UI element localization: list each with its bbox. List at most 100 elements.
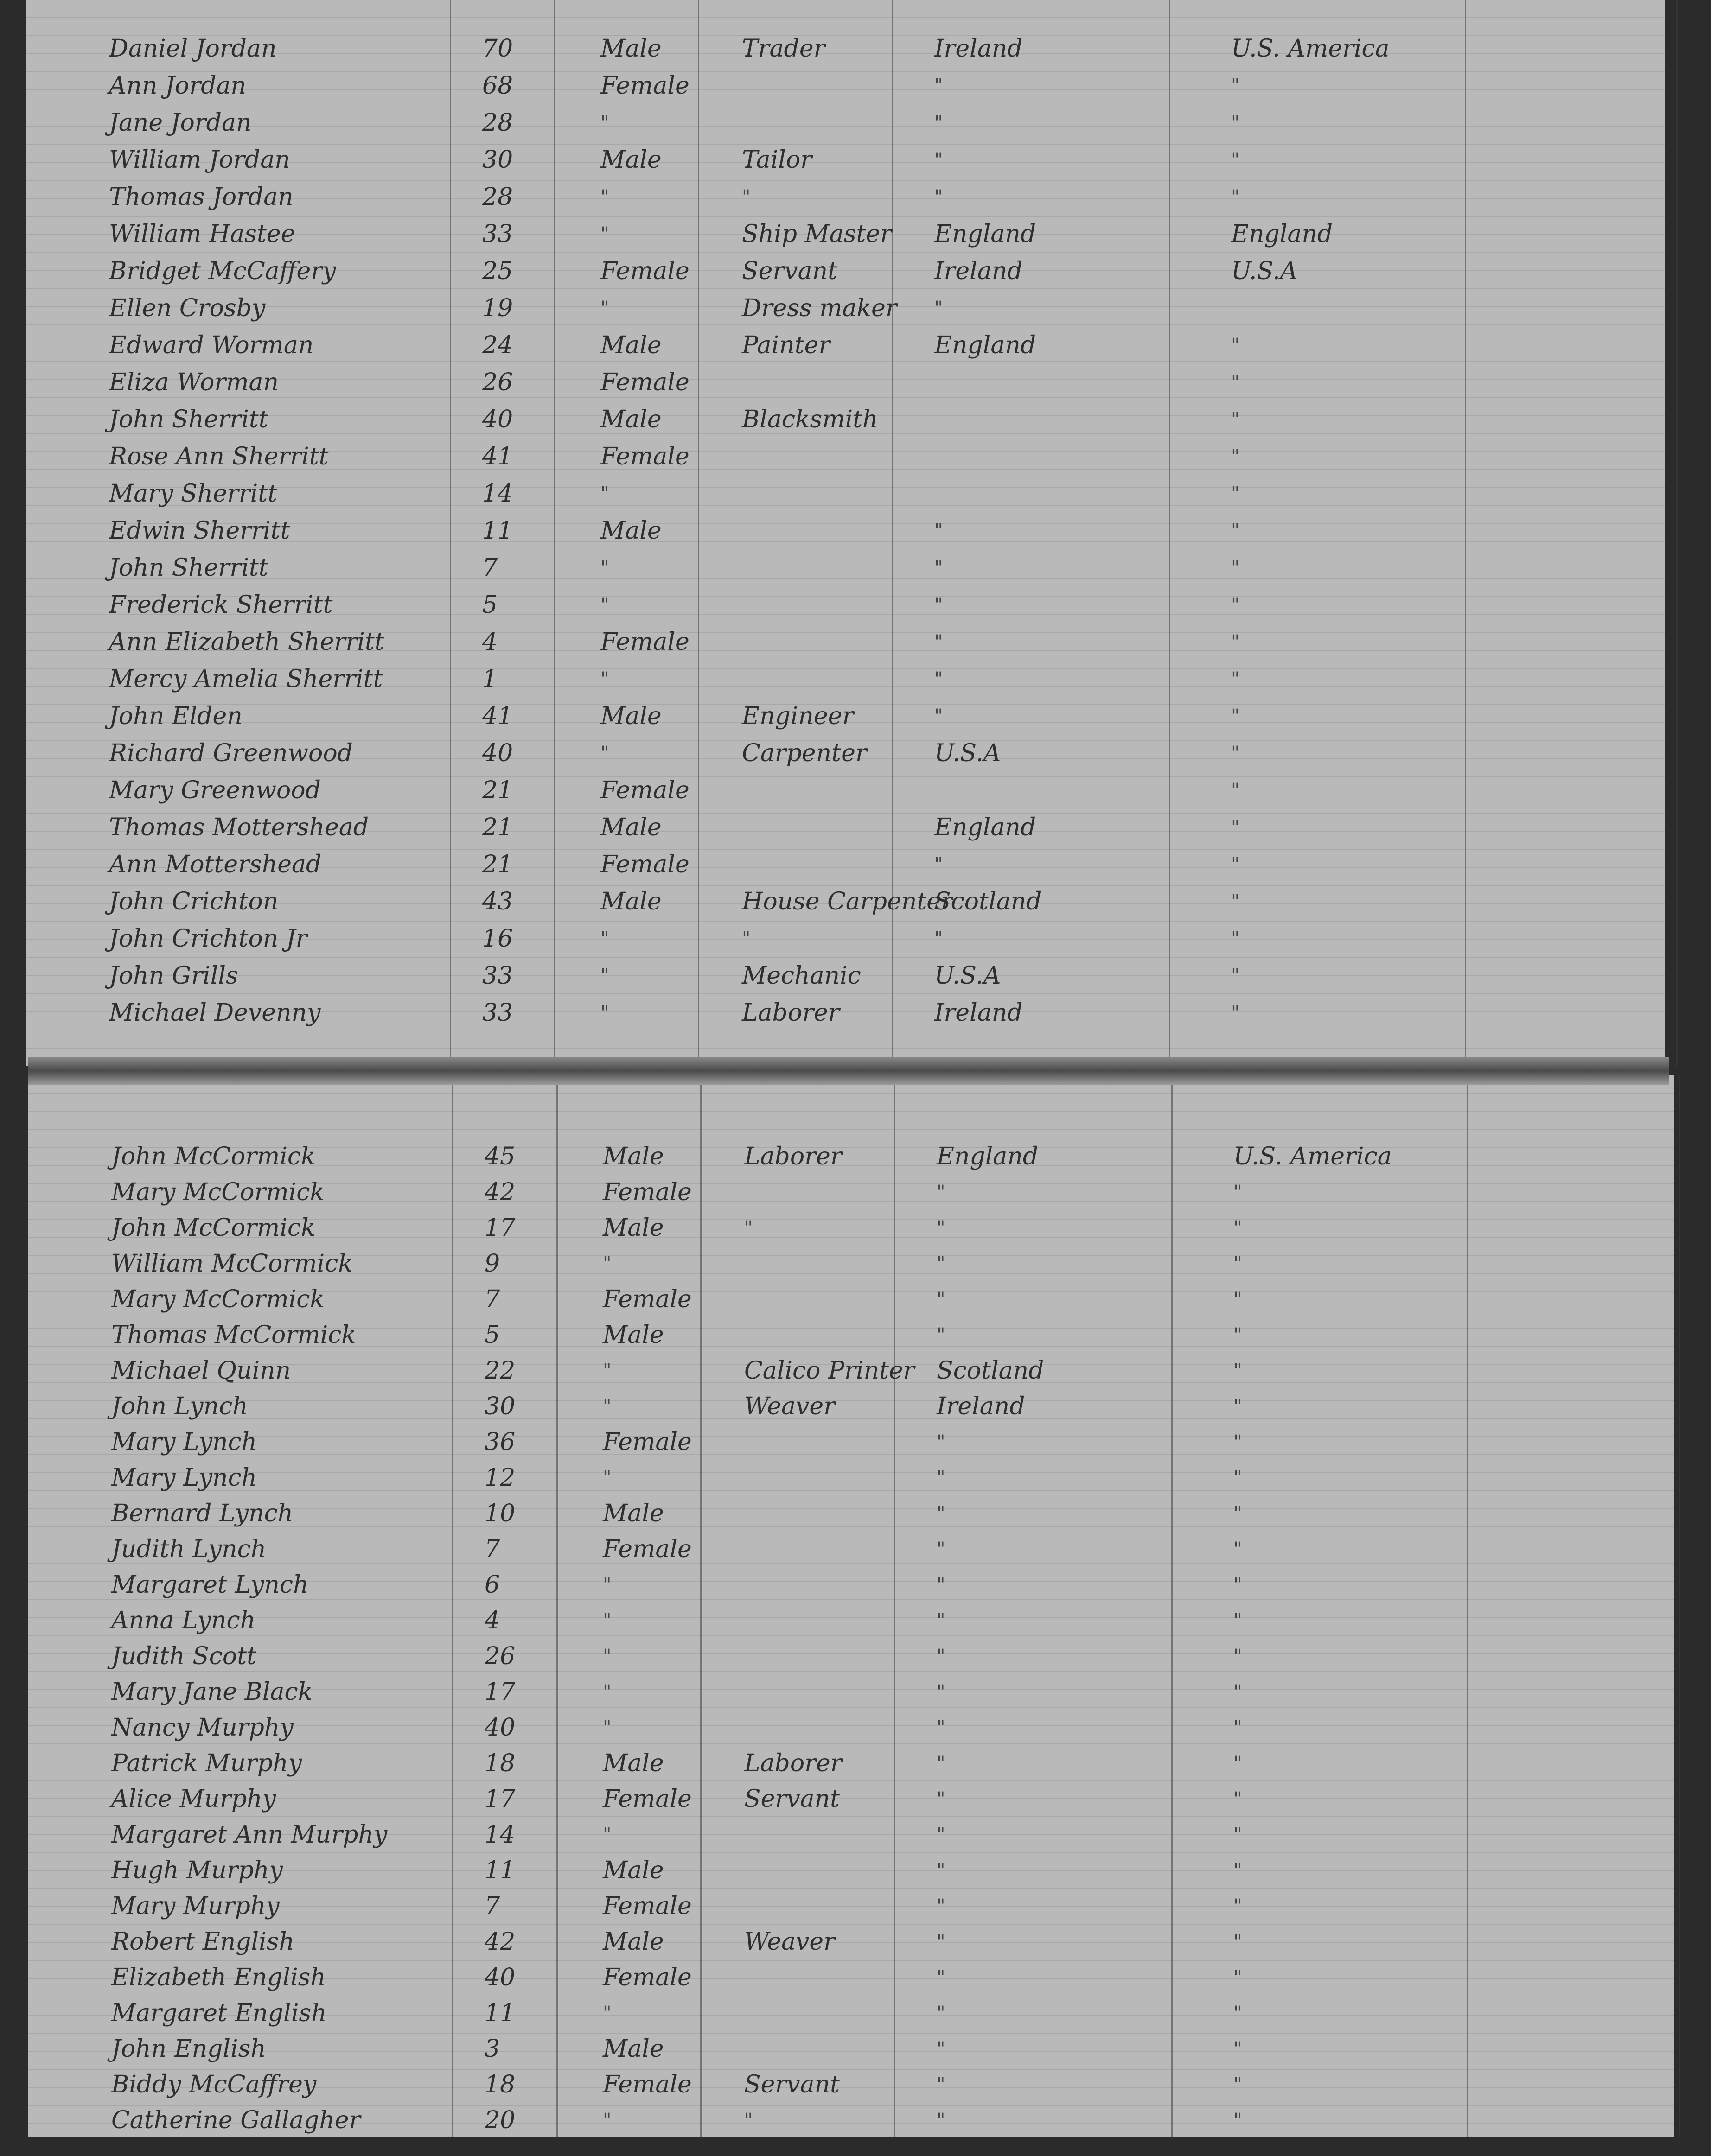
destination-cell: " [1233, 1431, 1242, 1453]
column-rule [450, 0, 451, 1066]
birthplace-cell: " [937, 1539, 945, 1560]
birthplace-cell: " [934, 631, 943, 653]
destination-cell: " [1231, 928, 1240, 949]
destination-cell: " [1233, 1788, 1242, 1810]
register-entry: Patrick Murphy 18 Male Laborer " " [28, 1747, 1674, 1780]
age-cell: 21 [482, 776, 513, 804]
sex-cell: " [603, 1610, 612, 1631]
age-cell: 21 [482, 814, 513, 841]
age-cell: 42 [485, 1928, 516, 1956]
birthplace-cell: " [934, 668, 943, 690]
age-cell: 33 [482, 962, 513, 990]
birthplace-cell: " [937, 1217, 945, 1239]
occupation-cell: Servant [742, 257, 838, 285]
destination-cell: " [1233, 1895, 1242, 1917]
birthplace-cell: " [934, 298, 943, 319]
birthplace-cell: " [937, 1574, 945, 1596]
register-entry: Thomas McCormick 5 Male " " [28, 1319, 1674, 1351]
register-entry: John Crichton 43 Male House Carpenter Scotla… [26, 885, 1665, 918]
birthplace-cell: " [937, 1967, 945, 1988]
age-cell: 4 [482, 628, 498, 656]
occupation-cell: " [742, 186, 751, 208]
name-cell: Richard Greenwood [109, 739, 353, 767]
birthplace-cell: " [937, 1931, 945, 1952]
register-entry: Ann Jordan 68 Female " " [26, 70, 1665, 102]
birthplace-cell: " [934, 75, 943, 96]
register-entry: Mary Lynch 36 Female " " [28, 1426, 1674, 1458]
register-entry: Mary McCormick 42 Female " " [28, 1176, 1674, 1208]
name-cell: Judith Lynch [111, 1535, 267, 1563]
occupation-cell: Mechanic [742, 962, 861, 990]
register-entry: Margaret Lynch 6 " " " [28, 1569, 1674, 1601]
register-page-upper: Daniel Jordan 70 Male Trader Ireland U.S. Ame… [26, 0, 1678, 1066]
sex-cell: Male [600, 35, 662, 63]
sex-cell: " [603, 1574, 612, 1596]
column-rule [1679, 1075, 1680, 2137]
birthplace-cell: " [937, 1467, 945, 1488]
destination-cell: " [1233, 1182, 1242, 1203]
occupation-cell: Painter [742, 331, 830, 359]
destination-cell: " [1233, 1396, 1242, 1417]
sex-cell: Male [600, 517, 662, 545]
register-entry: John Crichton Jr 16 " " " " [26, 922, 1665, 955]
sex-cell: " [603, 2110, 612, 2131]
destination-cell: " [1231, 854, 1240, 875]
age-cell: 4 [485, 1607, 500, 1634]
register-entry: Edwin Sherritt 11 Male " " [26, 515, 1665, 547]
name-cell: Edward Worman [109, 331, 314, 359]
register-entry: Judith Lynch 7 Female " " [28, 1533, 1674, 1565]
age-cell: 6 [485, 1571, 500, 1599]
birthplace-cell: " [937, 1646, 945, 1667]
register-entry: Jane Jordan 28 " " " [26, 107, 1665, 139]
occupation-cell: " [744, 2110, 753, 2131]
birthplace-cell: " [937, 2038, 945, 2060]
birthplace-cell: " [934, 112, 943, 134]
name-cell: Michael Devenny [109, 999, 321, 1027]
sex-cell: " [600, 1002, 609, 1024]
column-rule [892, 0, 893, 1066]
destination-cell: " [1233, 1324, 1242, 1346]
age-cell: 17 [485, 1785, 516, 1813]
age-cell: 26 [485, 1642, 516, 1670]
birthplace-cell: " [937, 1253, 945, 1274]
age-cell: 28 [482, 183, 513, 211]
column-rule [554, 0, 555, 1066]
age-cell: 7 [485, 1535, 500, 1563]
destination-cell: U.S. America [1233, 1143, 1392, 1170]
name-cell: John McCormick [111, 1143, 316, 1170]
age-cell: 33 [482, 999, 513, 1027]
destination-cell: " [1231, 446, 1240, 467]
name-cell: Catherine Gallagher [111, 2106, 361, 2134]
birthplace-cell: Ireland [934, 999, 1023, 1027]
occupation-cell: Engineer [742, 702, 854, 730]
birthplace-cell: Ireland [934, 35, 1023, 63]
occupation-cell: Laborer [742, 999, 840, 1027]
name-cell: Mary Greenwood [109, 776, 321, 804]
birthplace-cell: Scotland [934, 888, 1042, 916]
age-cell: 11 [482, 517, 513, 545]
register-entry: Thomas Jordan 28 " " " " [26, 181, 1665, 213]
name-cell: Mary Sherritt [109, 480, 278, 508]
birthplace-cell: " [934, 928, 943, 949]
occupation-cell: Laborer [744, 1749, 842, 1777]
age-cell: 17 [485, 1214, 516, 1242]
name-cell: Ann Jordan [109, 72, 246, 100]
register-entry: Michael Quinn 22 " Calico Printer Scotland " [28, 1355, 1674, 1387]
register-entry: John Grills 33 " Mechanic U.S.A " [26, 960, 1665, 992]
sex-cell: Female [603, 1892, 692, 1920]
register-entry: John English 3 Male " " [28, 2033, 1674, 2065]
destination-cell: " [1233, 1610, 1242, 1631]
name-cell: Jane Jordan [109, 109, 252, 137]
age-cell: 41 [482, 702, 513, 730]
sex-cell: " [600, 928, 609, 949]
sex-cell: " [600, 668, 609, 690]
birthplace-cell: " [937, 1503, 945, 1524]
age-cell: 26 [482, 369, 513, 396]
sex-cell: Male [600, 146, 662, 174]
register-entry: Ann Elizabeth Sherritt 4 Female " " [26, 626, 1665, 658]
birthplace-cell: " [937, 1182, 945, 1203]
destination-cell: " [1231, 557, 1240, 579]
age-cell: 30 [485, 1393, 516, 1420]
sex-cell: " [603, 1396, 612, 1417]
destination-cell: " [1231, 891, 1240, 912]
